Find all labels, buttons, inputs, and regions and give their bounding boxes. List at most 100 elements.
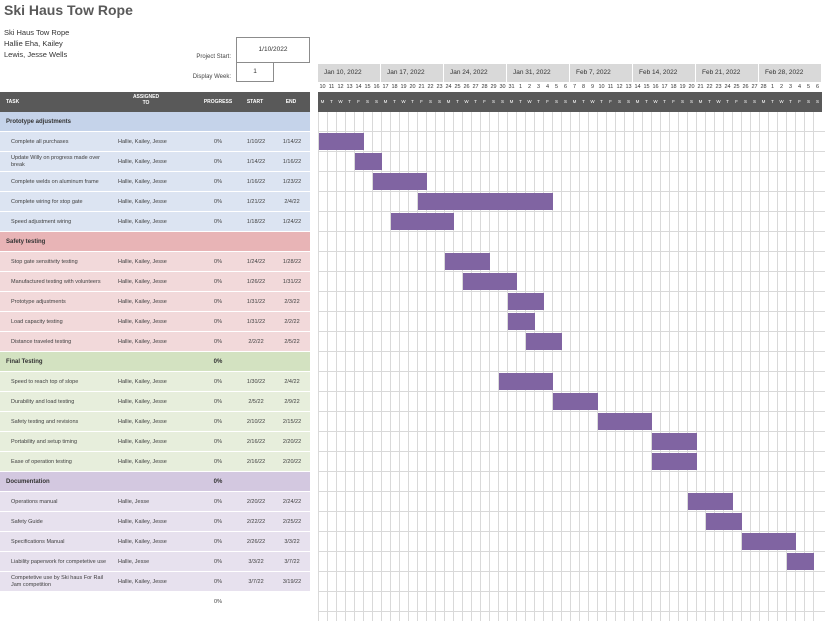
task-name-cell[interactable]: Ease of operation testing <box>11 452 107 472</box>
task-name-cell[interactable]: Operations manual <box>11 492 107 512</box>
assigned-cell[interactable]: Hallie, Kailey, Jesse <box>118 212 198 232</box>
end-date-cell[interactable]: 2/2/22 <box>274 312 310 332</box>
end-date-cell[interactable]: 3/7/22 <box>274 552 310 572</box>
end-date-cell[interactable] <box>274 352 310 372</box>
start-date-cell[interactable]: 1/24/22 <box>238 252 274 272</box>
gantt-bar[interactable] <box>526 333 562 350</box>
assigned-cell[interactable] <box>118 472 198 492</box>
start-date-cell[interactable] <box>238 352 274 372</box>
assigned-cell[interactable]: Hallie, Kailey, Jesse <box>118 412 198 432</box>
end-date-cell[interactable]: 1/24/22 <box>274 212 310 232</box>
gantt-bar[interactable] <box>688 493 733 510</box>
task-name-cell[interactable]: Update Willy on progress made over break <box>11 152 107 172</box>
progress-cell[interactable]: 0% <box>203 392 233 412</box>
assigned-cell[interactable]: Hallie, Kailey, Jesse <box>118 372 198 392</box>
progress-cell[interactable]: 0% <box>203 172 233 192</box>
assigned-cell[interactable]: Hallie, Kailey, Jesse <box>118 132 198 152</box>
progress-cell[interactable]: 0% <box>203 592 233 612</box>
progress-cell[interactable]: 0% <box>203 452 233 472</box>
start-date-cell[interactable]: 3/7/22 <box>238 572 274 592</box>
task-name-cell[interactable]: Speed to reach top of slope <box>11 372 107 392</box>
task-name-cell[interactable]: Specifications Manual <box>11 532 107 552</box>
end-date-cell[interactable]: 1/31/22 <box>274 272 310 292</box>
end-date-cell[interactable]: 2/9/22 <box>274 392 310 412</box>
progress-cell[interactable]: 0% <box>203 272 233 292</box>
progress-cell[interactable]: 0% <box>203 572 233 592</box>
start-date-cell[interactable]: 1/16/22 <box>238 172 274 192</box>
end-date-cell[interactable] <box>274 472 310 492</box>
start-date-cell[interactable]: 1/18/22 <box>238 212 274 232</box>
start-date-cell[interactable]: 1/14/22 <box>238 152 274 172</box>
end-date-cell[interactable] <box>274 592 310 612</box>
start-date-cell[interactable]: 1/31/22 <box>238 292 274 312</box>
assigned-cell[interactable]: Hallie, Kailey, Jesse <box>118 392 198 412</box>
progress-cell[interactable]: 0% <box>203 292 233 312</box>
task-name-cell[interactable]: Prototype adjustments <box>11 292 107 312</box>
end-date-cell[interactable]: 2/4/22 <box>274 372 310 392</box>
gantt-bar[interactable] <box>373 173 427 190</box>
start-date-cell[interactable]: 2/26/22 <box>238 532 274 552</box>
gantt-bar[interactable] <box>391 213 454 230</box>
assigned-cell[interactable] <box>118 232 198 252</box>
end-date-cell[interactable]: 1/23/22 <box>274 172 310 192</box>
start-date-cell[interactable]: 1/31/22 <box>238 312 274 332</box>
start-date-cell[interactable]: 1/26/22 <box>238 272 274 292</box>
progress-cell[interactable]: 0% <box>203 192 233 212</box>
end-date-cell[interactable]: 3/3/22 <box>274 532 310 552</box>
end-date-cell[interactable] <box>274 112 310 132</box>
end-date-cell[interactable]: 2/25/22 <box>274 512 310 532</box>
project-start-input[interactable]: 1/10/2022 <box>236 37 310 63</box>
task-name-cell[interactable]: Liability paperwork for competetive use <box>11 552 107 572</box>
gantt-bar[interactable] <box>319 133 364 150</box>
start-date-cell[interactable]: 2/2/22 <box>238 332 274 352</box>
gantt-bar[interactable] <box>508 313 535 330</box>
progress-cell[interactable]: 0% <box>203 512 233 532</box>
progress-cell[interactable]: 0% <box>203 492 233 512</box>
assigned-cell[interactable]: Hallie, Kailey, Jesse <box>118 292 198 312</box>
task-name-cell[interactable]: Final Testing <box>6 352 156 372</box>
gantt-bar[interactable] <box>355 153 382 170</box>
task-name-cell[interactable]: Speed adjustment wiring <box>11 212 107 232</box>
assigned-cell[interactable]: Hallie, Kailey, Jesse <box>118 272 198 292</box>
progress-cell[interactable]: 0% <box>203 432 233 452</box>
gantt-bar[interactable] <box>652 453 697 470</box>
gantt-bar[interactable] <box>418 193 553 210</box>
assigned-cell[interactable]: Hallie, Kailey, Jesse <box>118 332 198 352</box>
end-date-cell[interactable] <box>274 232 310 252</box>
start-date-cell[interactable] <box>238 592 274 612</box>
assigned-cell[interactable]: Hallie, Kailey, Jesse <box>118 252 198 272</box>
task-name-cell[interactable]: Documentation <box>6 472 156 492</box>
end-date-cell[interactable]: 1/28/22 <box>274 252 310 272</box>
task-name-cell[interactable]: Safety testing and revisions <box>11 412 107 432</box>
start-date-cell[interactable]: 2/10/22 <box>238 412 274 432</box>
gantt-bar[interactable] <box>706 513 742 530</box>
end-date-cell[interactable]: 2/24/22 <box>274 492 310 512</box>
task-name-cell[interactable]: Manufactured testing with volunteers <box>11 272 107 292</box>
assigned-cell[interactable] <box>118 592 198 612</box>
task-name-cell[interactable]: Safety testing <box>6 232 156 252</box>
progress-cell[interactable] <box>203 112 233 132</box>
start-date-cell[interactable]: 3/3/22 <box>238 552 274 572</box>
task-name-cell[interactable]: Load capacity testing <box>11 312 107 332</box>
assigned-cell[interactable]: Hallie, Kailey, Jesse <box>118 452 198 472</box>
task-name-cell[interactable]: Complete welds on aluminum frame <box>11 172 107 192</box>
display-week-input[interactable]: 1 <box>236 62 274 82</box>
progress-cell[interactable]: 0% <box>203 552 233 572</box>
gantt-bar[interactable] <box>553 393 598 410</box>
task-name-cell[interactable]: Complete all purchases <box>11 132 107 152</box>
progress-cell[interactable]: 0% <box>203 252 233 272</box>
progress-cell[interactable]: 0% <box>203 472 233 492</box>
gantt-bar[interactable] <box>499 373 553 390</box>
end-date-cell[interactable]: 3/19/22 <box>274 572 310 592</box>
end-date-cell[interactable]: 1/14/22 <box>274 132 310 152</box>
start-date-cell[interactable]: 2/5/22 <box>238 392 274 412</box>
task-name-cell[interactable]: Portability and setup timing <box>11 432 107 452</box>
progress-cell[interactable]: 0% <box>203 532 233 552</box>
start-date-cell[interactable]: 2/20/22 <box>238 492 274 512</box>
progress-cell[interactable]: 0% <box>203 212 233 232</box>
assigned-cell[interactable] <box>118 112 198 132</box>
gantt-bar[interactable] <box>463 273 517 290</box>
start-date-cell[interactable] <box>238 472 274 492</box>
task-name-cell[interactable]: Competetive use by Ski haus For Rail Jam… <box>11 572 107 592</box>
start-date-cell[interactable]: 2/22/22 <box>238 512 274 532</box>
